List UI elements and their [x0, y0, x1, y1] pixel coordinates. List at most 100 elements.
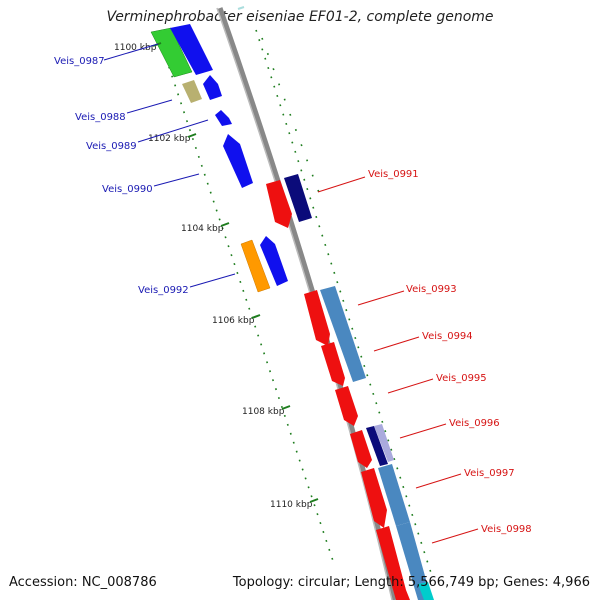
gene-label-veis-0994[interactable]: Veis_0994: [422, 331, 473, 342]
gene-label-veis-0989[interactable]: Veis_0989: [86, 141, 137, 152]
label-leader: [126, 99, 173, 114]
track-tick: [276, 94, 279, 98]
track-tick: [197, 155, 200, 158]
track-tick: [336, 281, 339, 284]
kbp-tick: [251, 314, 261, 319]
track-tick: [369, 383, 372, 386]
feature-veis-0987[interactable]: [150, 27, 193, 78]
track-tick: [330, 262, 333, 265]
gene-label-veis-0990[interactable]: Veis_0990: [102, 184, 153, 195]
track-tick: [384, 430, 387, 433]
feature-navy-0991b[interactable]: [284, 174, 312, 222]
feature-veis-0991[interactable]: [266, 180, 292, 228]
track-tick: [375, 402, 378, 405]
track-tick: [307, 486, 310, 489]
track-tick: [230, 254, 233, 257]
feature-steel-0993b[interactable]: [320, 286, 366, 382]
track-tick: [180, 102, 183, 105]
track-tick: [248, 307, 251, 310]
feature-cyan-edge[interactable]: [418, 582, 434, 600]
track-tick: [381, 420, 384, 423]
feature-steel-0998b[interactable]: [396, 522, 432, 600]
gene-label-veis-0995[interactable]: Veis_0995: [436, 373, 487, 384]
track-tick: [405, 495, 408, 498]
track-tick: [174, 84, 177, 87]
feature-veis-0997[interactable]: [361, 468, 387, 528]
track-tick: [242, 289, 245, 292]
label-leader: [387, 378, 434, 394]
feature-veis-0990[interactable]: [223, 134, 253, 188]
gene-label-veis-0993[interactable]: Veis_0993: [406, 284, 457, 295]
track-tick: [292, 441, 295, 444]
feature-veis-0994[interactable]: [321, 342, 345, 386]
track-tick: [301, 468, 304, 471]
feature-veis-0995[interactable]: [335, 386, 358, 426]
track-tick: [294, 128, 297, 132]
track-tick: [300, 169, 303, 172]
track-tick: [357, 346, 360, 349]
track-tick: [339, 290, 342, 293]
kbp-tick: [309, 498, 319, 503]
track-tick: [209, 191, 212, 194]
track-tick: [294, 150, 297, 153]
feature-veis-0989[interactable]: [215, 110, 232, 126]
gene-label-veis-0988[interactable]: Veis_0988: [75, 112, 126, 123]
label-leader: [137, 119, 209, 143]
feature-veis-0988[interactable]: [182, 80, 202, 103]
label-leader: [189, 273, 236, 288]
track-tick: [354, 336, 357, 340]
track-tick: [345, 309, 348, 312]
track-tick: [236, 271, 239, 275]
scale-labels: 1100 kbp 1102 kbp 1104 kbp 1106 kbp 1108…: [114, 42, 319, 510]
feature-veis-0992[interactable]: [240, 239, 271, 293]
track-tick: [387, 439, 390, 442]
track-tick: [318, 225, 321, 228]
backbone-highlight: [216, 7, 393, 600]
reverse-strand-features: [150, 24, 288, 293]
track-tick: [260, 343, 263, 346]
gene-label-veis-0996[interactable]: Veis_0996: [449, 418, 500, 429]
track-tick: [325, 539, 328, 543]
gene-label-veis-0991[interactable]: Veis_0991: [368, 169, 419, 180]
label-leader: [153, 173, 200, 187]
feature-steel-0997b[interactable]: [378, 464, 410, 526]
kbp-tick: [187, 133, 197, 138]
feature-blue-0992b[interactable]: [260, 236, 288, 286]
gene-label-veis-0998[interactable]: Veis_0998: [481, 524, 532, 535]
track-tick: [285, 122, 288, 125]
kbp-label: 1108 kbp: [242, 407, 285, 417]
kbp-label: 1104 kbp: [181, 224, 224, 234]
track-tick: [233, 262, 236, 266]
feature-navy-0996b[interactable]: [366, 426, 388, 466]
gene-label-veis-0992[interactable]: Veis_0992: [138, 285, 189, 296]
track-tick: [420, 541, 423, 544]
track-tick: [411, 513, 414, 517]
track-tick: [321, 234, 324, 237]
label-leader: [317, 176, 366, 193]
kbp-label: 1100 kbp: [114, 43, 157, 53]
gene-label-veis-0987[interactable]: Veis_0987: [54, 56, 105, 67]
track-tick: [402, 485, 405, 489]
track-tick: [188, 129, 192, 132]
track-tick: [273, 85, 276, 88]
track-tick: [191, 137, 194, 141]
feature-veis-0998[interactable]: [376, 526, 410, 600]
label-leader: [103, 43, 159, 61]
gene-label-veis-0997[interactable]: Veis_0997: [464, 468, 515, 479]
track-tick: [408, 504, 411, 507]
track-tick: [239, 280, 242, 284]
feature-lav-0996c[interactable]: [374, 424, 394, 462]
feature-blue-0987b[interactable]: [170, 24, 213, 75]
track-tick: [348, 318, 351, 321]
track-tick: [182, 111, 186, 114]
feature-blue-0988b[interactable]: [203, 75, 222, 100]
track-tick: [257, 334, 260, 337]
track-tick: [221, 227, 224, 230]
genome-summary-text: Topology: circular; Length: 5,566,749 bp…: [232, 575, 590, 590]
track-tick: [319, 521, 322, 525]
label-leader: [431, 528, 479, 544]
feature-veis-0993[interactable]: [304, 290, 330, 346]
track-tick: [316, 513, 319, 516]
track-tick: [312, 206, 315, 209]
feature-veis-0996[interactable]: [350, 430, 372, 468]
